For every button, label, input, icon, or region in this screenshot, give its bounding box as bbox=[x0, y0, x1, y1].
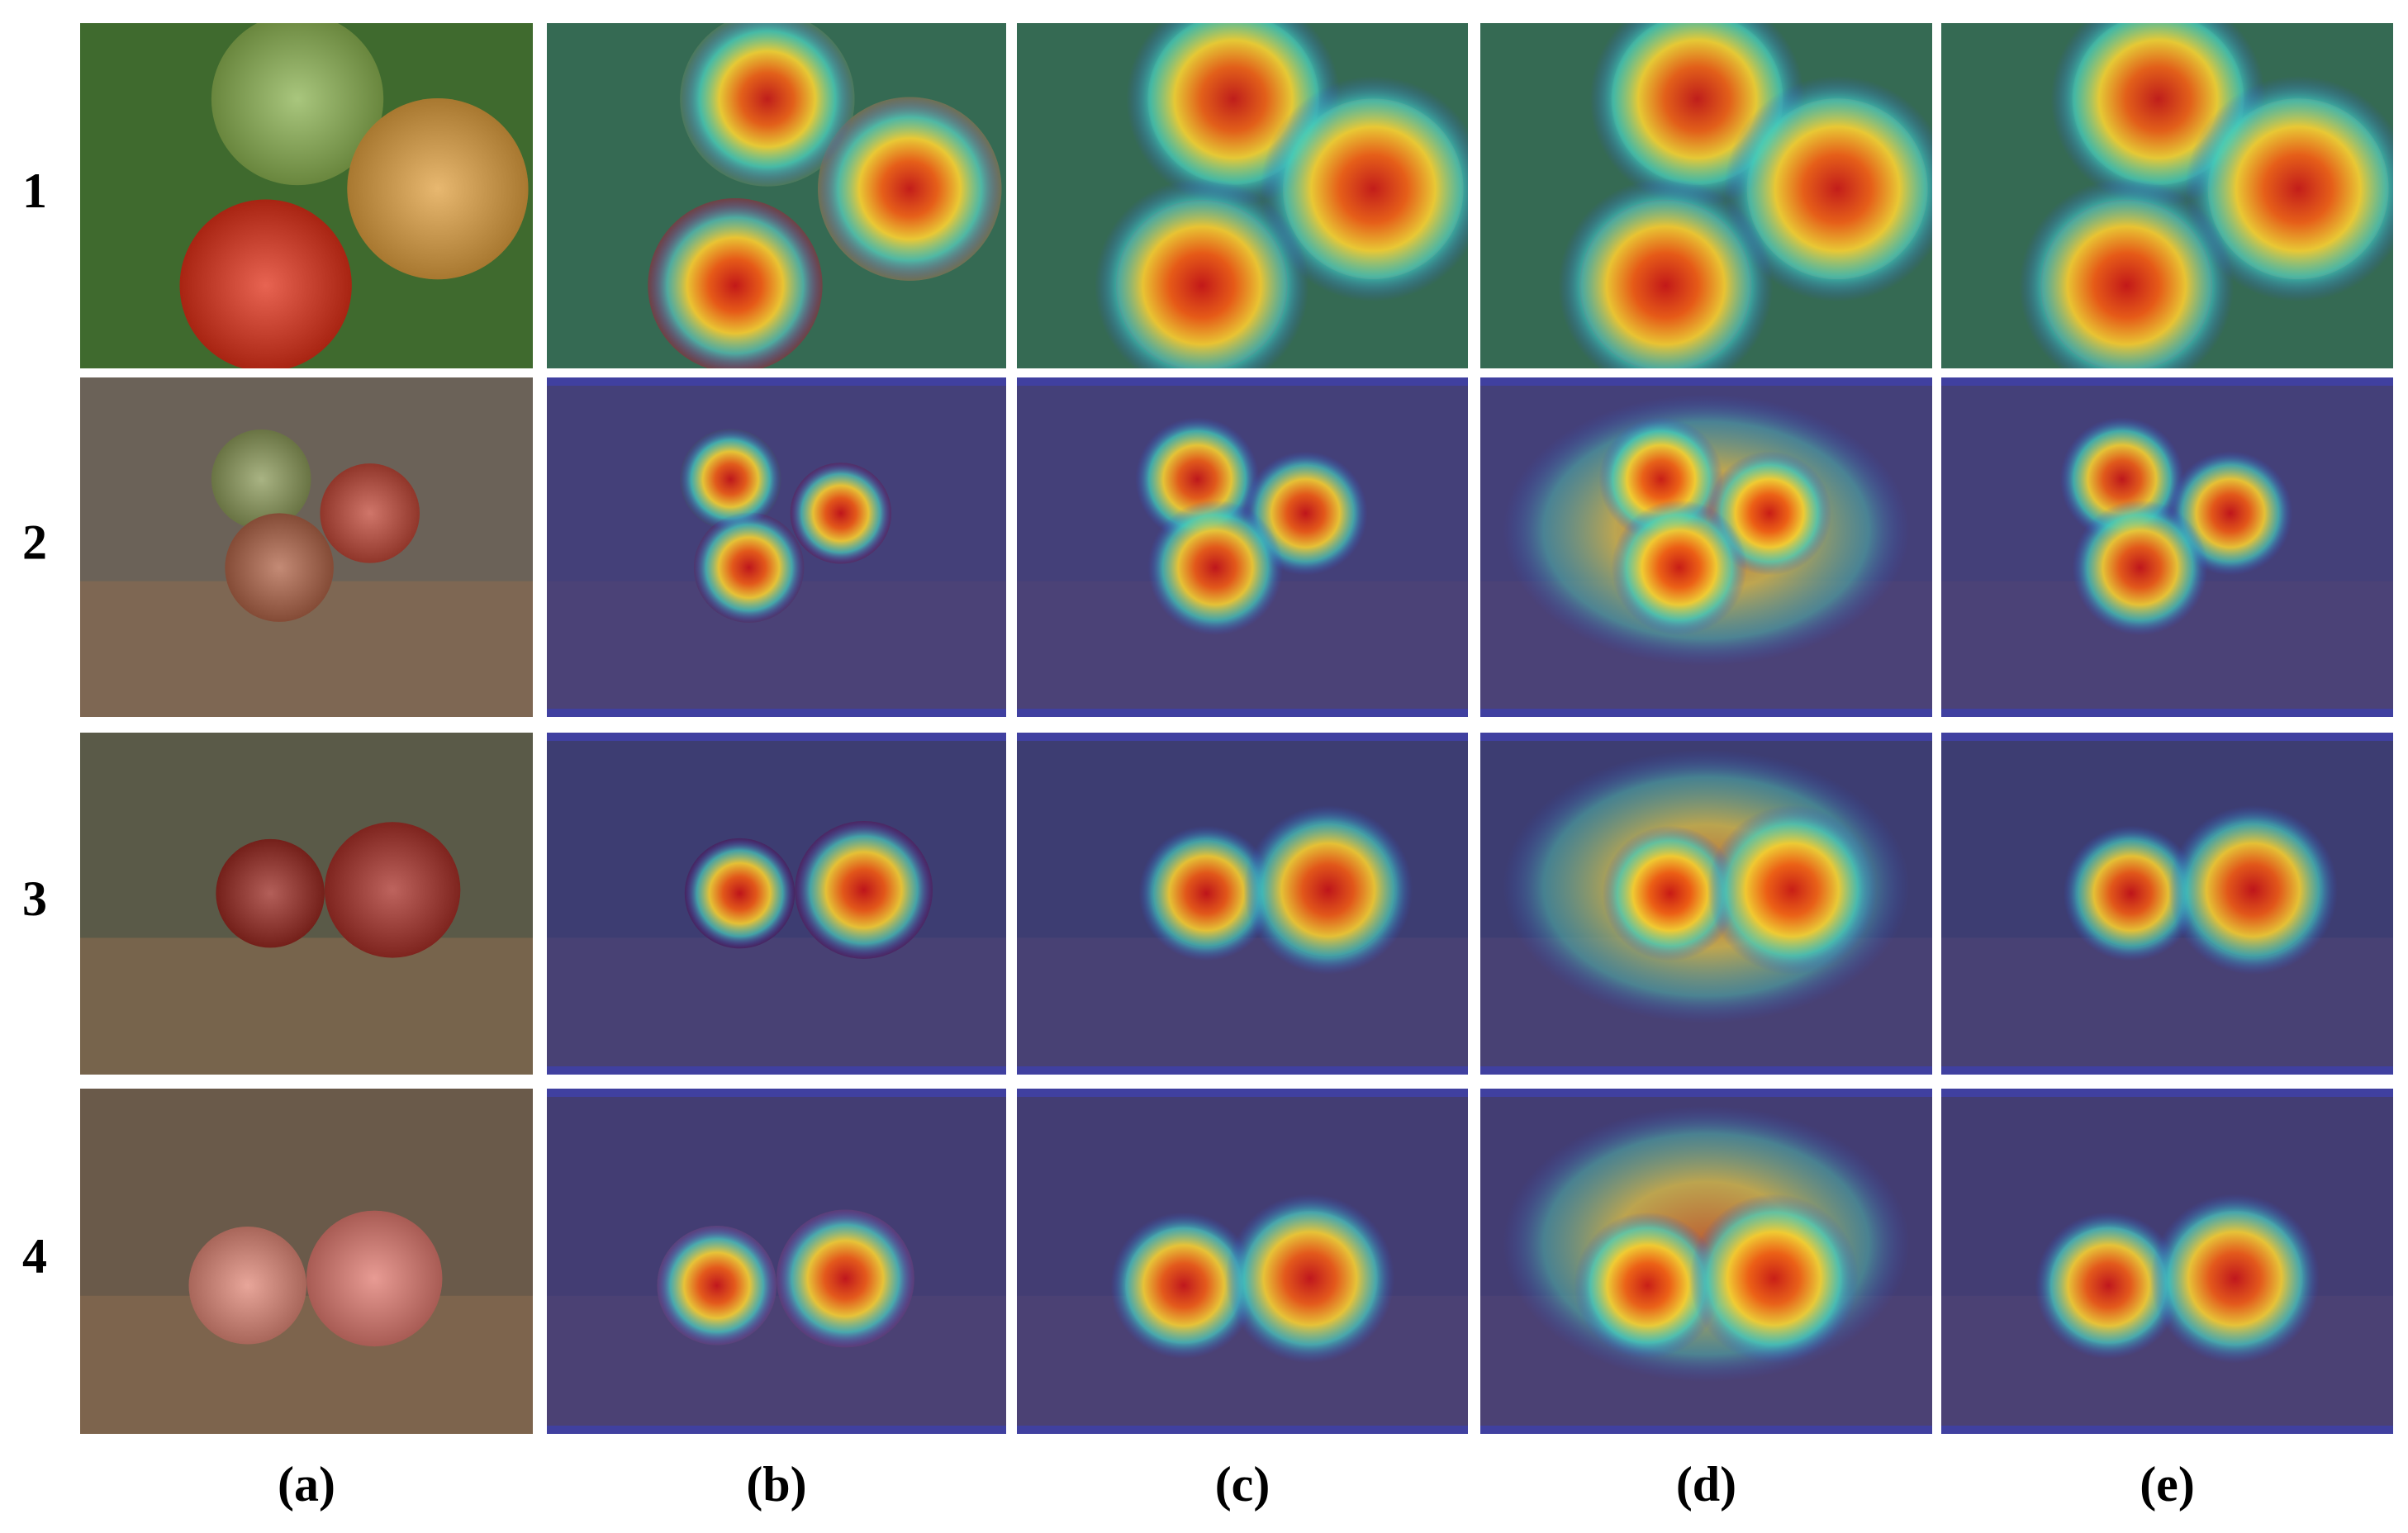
panel-frame-top bbox=[1017, 377, 1468, 386]
panel-frame-bottom bbox=[1941, 709, 2393, 717]
tomato-shade bbox=[211, 430, 311, 529]
panel-frame-bottom bbox=[547, 1066, 1006, 1075]
panel-frame-bottom bbox=[1017, 709, 1468, 717]
image-panel bbox=[1480, 377, 1932, 717]
heat-blob bbox=[680, 429, 781, 530]
heat-blob bbox=[2149, 1194, 2320, 1364]
image-panel bbox=[1017, 23, 1468, 368]
panel-frame-bottom bbox=[547, 709, 1006, 717]
image-panel bbox=[1480, 23, 1932, 368]
heat-blob bbox=[1574, 1212, 1722, 1360]
overlay bbox=[547, 1089, 1006, 1434]
panel-frame-top bbox=[1480, 377, 1932, 386]
image-panel bbox=[547, 377, 1006, 717]
tomato-shade bbox=[320, 463, 420, 563]
row-label: 3 bbox=[22, 871, 47, 926]
panel-frame-top bbox=[1017, 733, 1468, 741]
column-label: (a) bbox=[278, 1457, 335, 1512]
column-label: (d) bbox=[1676, 1457, 1736, 1512]
heat-blob bbox=[2072, 500, 2208, 636]
heat-blob bbox=[1260, 76, 1468, 302]
heat-blob bbox=[777, 1209, 914, 1348]
panel-frame-top bbox=[1017, 1089, 1468, 1097]
image-panel bbox=[547, 733, 1006, 1075]
tomato-shade bbox=[188, 1227, 306, 1345]
tomato-shade bbox=[216, 838, 325, 948]
image-panel bbox=[547, 23, 1006, 368]
tomato-shade bbox=[225, 513, 334, 622]
heat-blob bbox=[2063, 825, 2199, 961]
panel-frame-top bbox=[1941, 1089, 2393, 1097]
image-panel bbox=[1480, 1089, 1932, 1434]
column-label: (b) bbox=[746, 1457, 806, 1512]
heat-blob bbox=[1138, 825, 1275, 961]
heat-blob bbox=[684, 838, 796, 949]
row-label: 1 bbox=[22, 164, 47, 218]
ground bbox=[80, 1295, 533, 1434]
image-panel bbox=[1017, 1089, 1468, 1434]
panel-frame-bottom bbox=[547, 1426, 1006, 1434]
ground bbox=[80, 937, 533, 1075]
image-panel bbox=[80, 23, 533, 368]
image-panel bbox=[1941, 733, 2393, 1075]
heat-blob bbox=[1688, 1194, 1859, 1364]
image-panel bbox=[1480, 733, 1932, 1075]
heat-blob bbox=[1147, 500, 1284, 636]
image-panel bbox=[547, 1089, 1006, 1434]
tomato-shade bbox=[324, 822, 461, 958]
panel-frame-top bbox=[547, 377, 1006, 386]
heat-blob bbox=[680, 23, 855, 187]
heat-blob bbox=[648, 198, 823, 368]
image-panel bbox=[1941, 23, 2393, 368]
row-label: 4 bbox=[22, 1229, 47, 1284]
tomato-shade bbox=[347, 98, 529, 280]
panel-frame-top bbox=[547, 733, 1006, 741]
tomato-shade bbox=[211, 23, 384, 186]
tomato-shade bbox=[306, 1210, 443, 1347]
panel-frame-bottom bbox=[1941, 1426, 2393, 1434]
panel-frame-top bbox=[1480, 733, 1932, 741]
panel-frame-bottom bbox=[1480, 1426, 1932, 1434]
image-panel bbox=[1941, 377, 2393, 717]
image-panel bbox=[80, 377, 533, 717]
heat-blob bbox=[2035, 1212, 2182, 1360]
heat-blob bbox=[818, 97, 1002, 281]
heat-blob bbox=[1611, 500, 1747, 636]
heat-blob bbox=[657, 1225, 777, 1346]
column-label: (e) bbox=[2140, 1457, 2195, 1512]
heat-blob bbox=[1095, 178, 1309, 368]
heat-blob bbox=[2019, 178, 2235, 368]
image-panel bbox=[80, 733, 533, 1075]
tomato-shade bbox=[179, 199, 352, 368]
panel-frame-bottom bbox=[1941, 1066, 2393, 1075]
image-panel bbox=[1017, 377, 1468, 717]
heat-blob bbox=[1243, 805, 1413, 975]
heat-blob bbox=[1558, 178, 1774, 368]
panel-frame-bottom bbox=[1480, 1066, 1932, 1075]
panel-frame-bottom bbox=[1480, 709, 1932, 717]
column-label: (c) bbox=[1215, 1457, 1270, 1512]
panel-frame-top bbox=[1941, 377, 2393, 386]
panel-frame-bottom bbox=[1017, 1066, 1468, 1075]
heat-blob bbox=[1724, 75, 1932, 302]
heat-blob bbox=[790, 463, 891, 564]
image-panel bbox=[1941, 1089, 2393, 1434]
image-panel bbox=[1017, 733, 1468, 1075]
panel-frame-bottom bbox=[1017, 1426, 1468, 1434]
panel-frame-top bbox=[547, 1089, 1006, 1097]
heat-blob bbox=[1602, 825, 1738, 961]
panel-frame-top bbox=[1480, 1089, 1932, 1097]
panel-frame-top bbox=[1941, 733, 2393, 741]
heat-blob bbox=[1707, 804, 1877, 975]
heat-blob bbox=[2168, 804, 2338, 975]
row-label: 2 bbox=[22, 515, 47, 569]
heat-blob bbox=[2185, 75, 2393, 302]
heat-blob bbox=[1110, 1212, 1257, 1359]
heat-blob bbox=[795, 821, 933, 959]
heat-blob bbox=[693, 512, 805, 623]
image-panel bbox=[80, 1089, 533, 1434]
heat-blob bbox=[1225, 1194, 1395, 1364]
